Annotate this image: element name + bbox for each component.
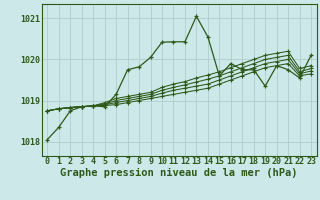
X-axis label: Graphe pression niveau de la mer (hPa): Graphe pression niveau de la mer (hPa) bbox=[60, 168, 298, 178]
